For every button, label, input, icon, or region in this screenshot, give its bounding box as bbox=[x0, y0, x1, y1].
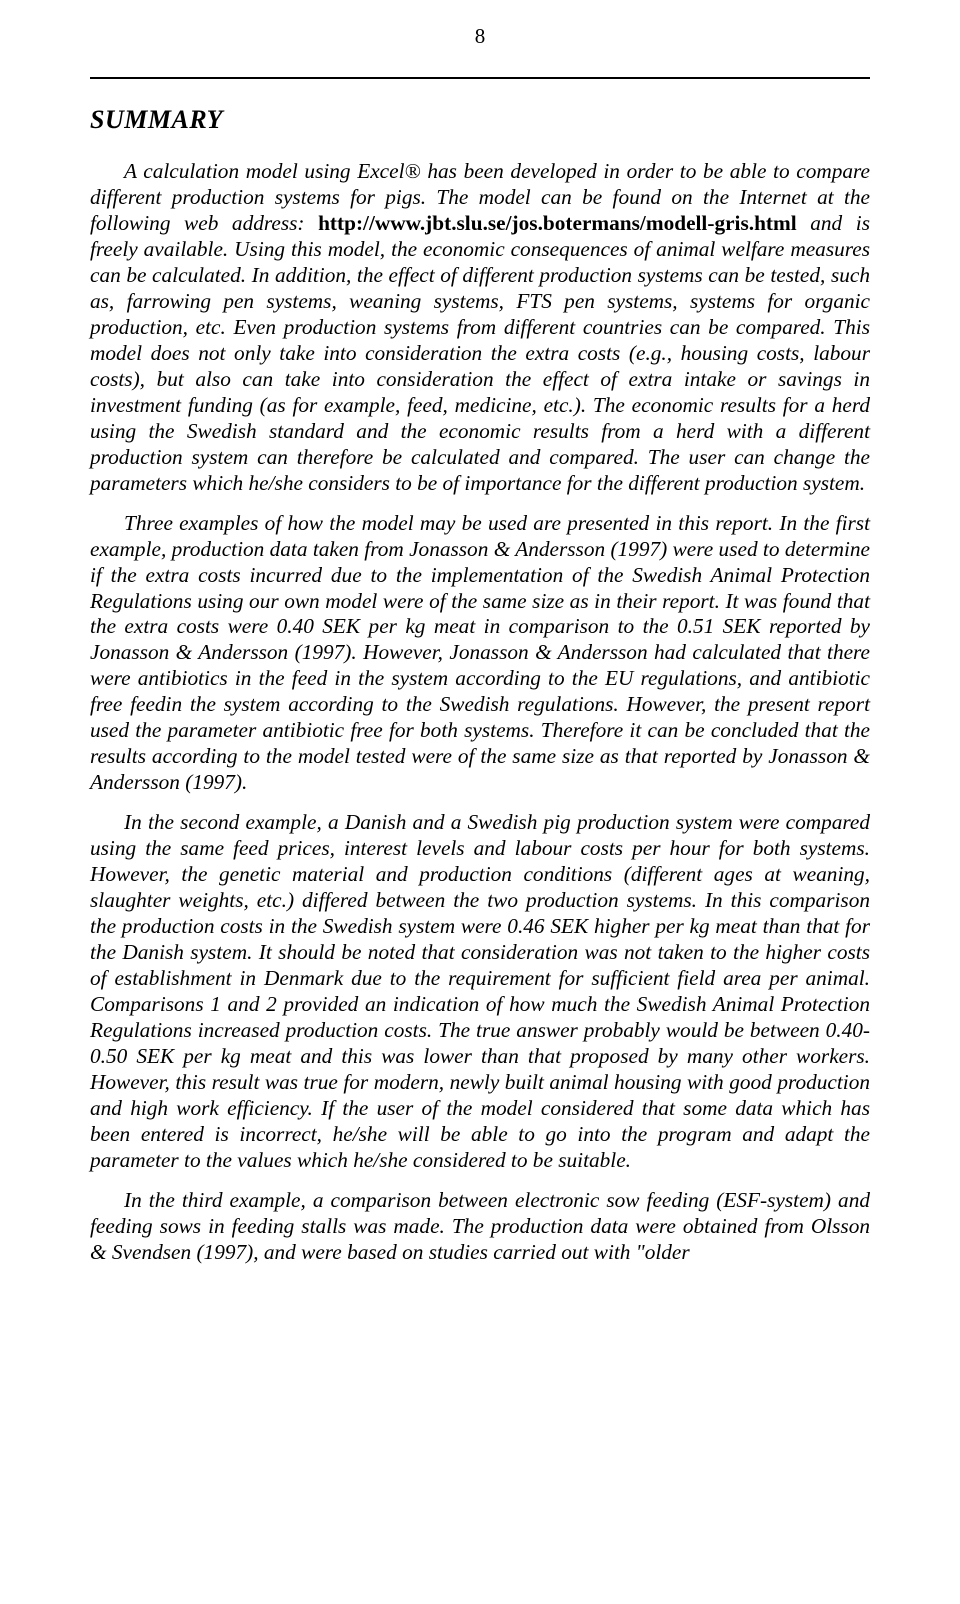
paragraph-1: A calculation model using Excel® has bee… bbox=[90, 159, 870, 497]
paragraph-1-text-b: and is freely available. Using this mode… bbox=[90, 211, 870, 495]
document-page: 8 SUMMARY A calculation model using Exce… bbox=[0, 0, 960, 1604]
model-url: http://www.jbt.slu.se/jos.botermans/mode… bbox=[318, 211, 797, 235]
horizontal-rule bbox=[90, 77, 870, 79]
paragraph-4: In the third example, a comparison betwe… bbox=[90, 1188, 870, 1266]
paragraph-2: Three examples of how the model may be u… bbox=[90, 511, 870, 797]
section-heading: SUMMARY bbox=[90, 105, 870, 135]
paragraph-3: In the second example, a Danish and a Sw… bbox=[90, 810, 870, 1174]
page-number: 8 bbox=[90, 24, 870, 49]
